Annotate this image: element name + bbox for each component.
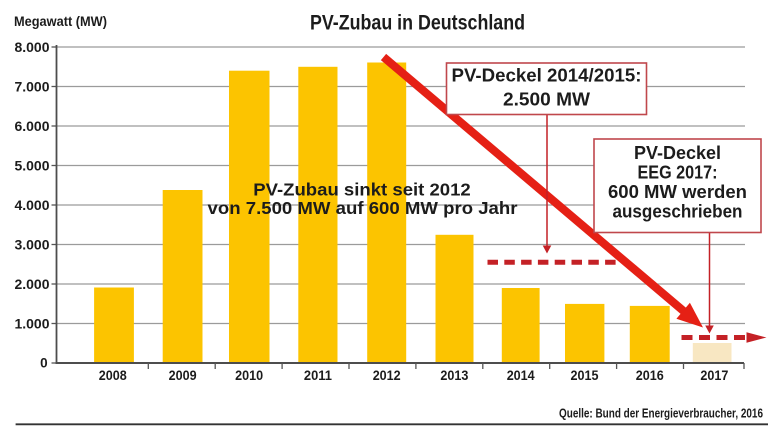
svg-text:ausgeschrieben: ausgeschrieben xyxy=(613,201,743,222)
svg-text:2017: 2017 xyxy=(700,367,728,383)
svg-text:2012: 2012 xyxy=(373,367,401,383)
svg-text:5.000: 5.000 xyxy=(15,158,50,173)
svg-text:PV-Deckel 2014/2015:: PV-Deckel 2014/2015: xyxy=(452,65,642,86)
svg-text:2.500 MW: 2.500 MW xyxy=(503,89,591,110)
svg-text:600 MW werden: 600 MW werden xyxy=(608,181,747,202)
svg-text:2016: 2016 xyxy=(636,367,664,383)
svg-text:PV-Zubau in Deutschland: PV-Zubau in Deutschland xyxy=(310,12,525,35)
svg-text:2014: 2014 xyxy=(507,367,535,383)
svg-text:7.000: 7.000 xyxy=(15,79,50,94)
svg-text:2009: 2009 xyxy=(169,367,197,383)
svg-text:2.000: 2.000 xyxy=(15,277,50,292)
svg-text:Megawatt (MW): Megawatt (MW) xyxy=(14,14,107,29)
svg-text:3.000: 3.000 xyxy=(15,237,50,252)
svg-text:PV-Zubau sinkt seit 2012: PV-Zubau sinkt seit 2012 xyxy=(253,180,471,200)
svg-text:6.000: 6.000 xyxy=(15,119,50,134)
svg-text:0: 0 xyxy=(40,356,48,371)
svg-text:4.000: 4.000 xyxy=(15,198,50,213)
svg-text:2008: 2008 xyxy=(99,367,127,383)
svg-text:2010: 2010 xyxy=(235,367,263,383)
svg-text:PV-Deckel: PV-Deckel xyxy=(634,142,721,163)
svg-text:8.000: 8.000 xyxy=(15,40,50,55)
svg-text:2011: 2011 xyxy=(304,367,332,383)
svg-text:von 7.500 MW auf 600 MW pro Ja: von 7.500 MW auf 600 MW pro Jahr xyxy=(208,198,518,218)
svg-text:1.000: 1.000 xyxy=(15,316,50,331)
svg-text:Quelle: Bund der Energieverbra: Quelle: Bund der Energieverbraucher, 201… xyxy=(559,406,763,421)
svg-text:2013: 2013 xyxy=(440,367,468,383)
svg-text:2015: 2015 xyxy=(571,367,599,383)
svg-text:EEG 2017:: EEG 2017: xyxy=(638,162,718,183)
